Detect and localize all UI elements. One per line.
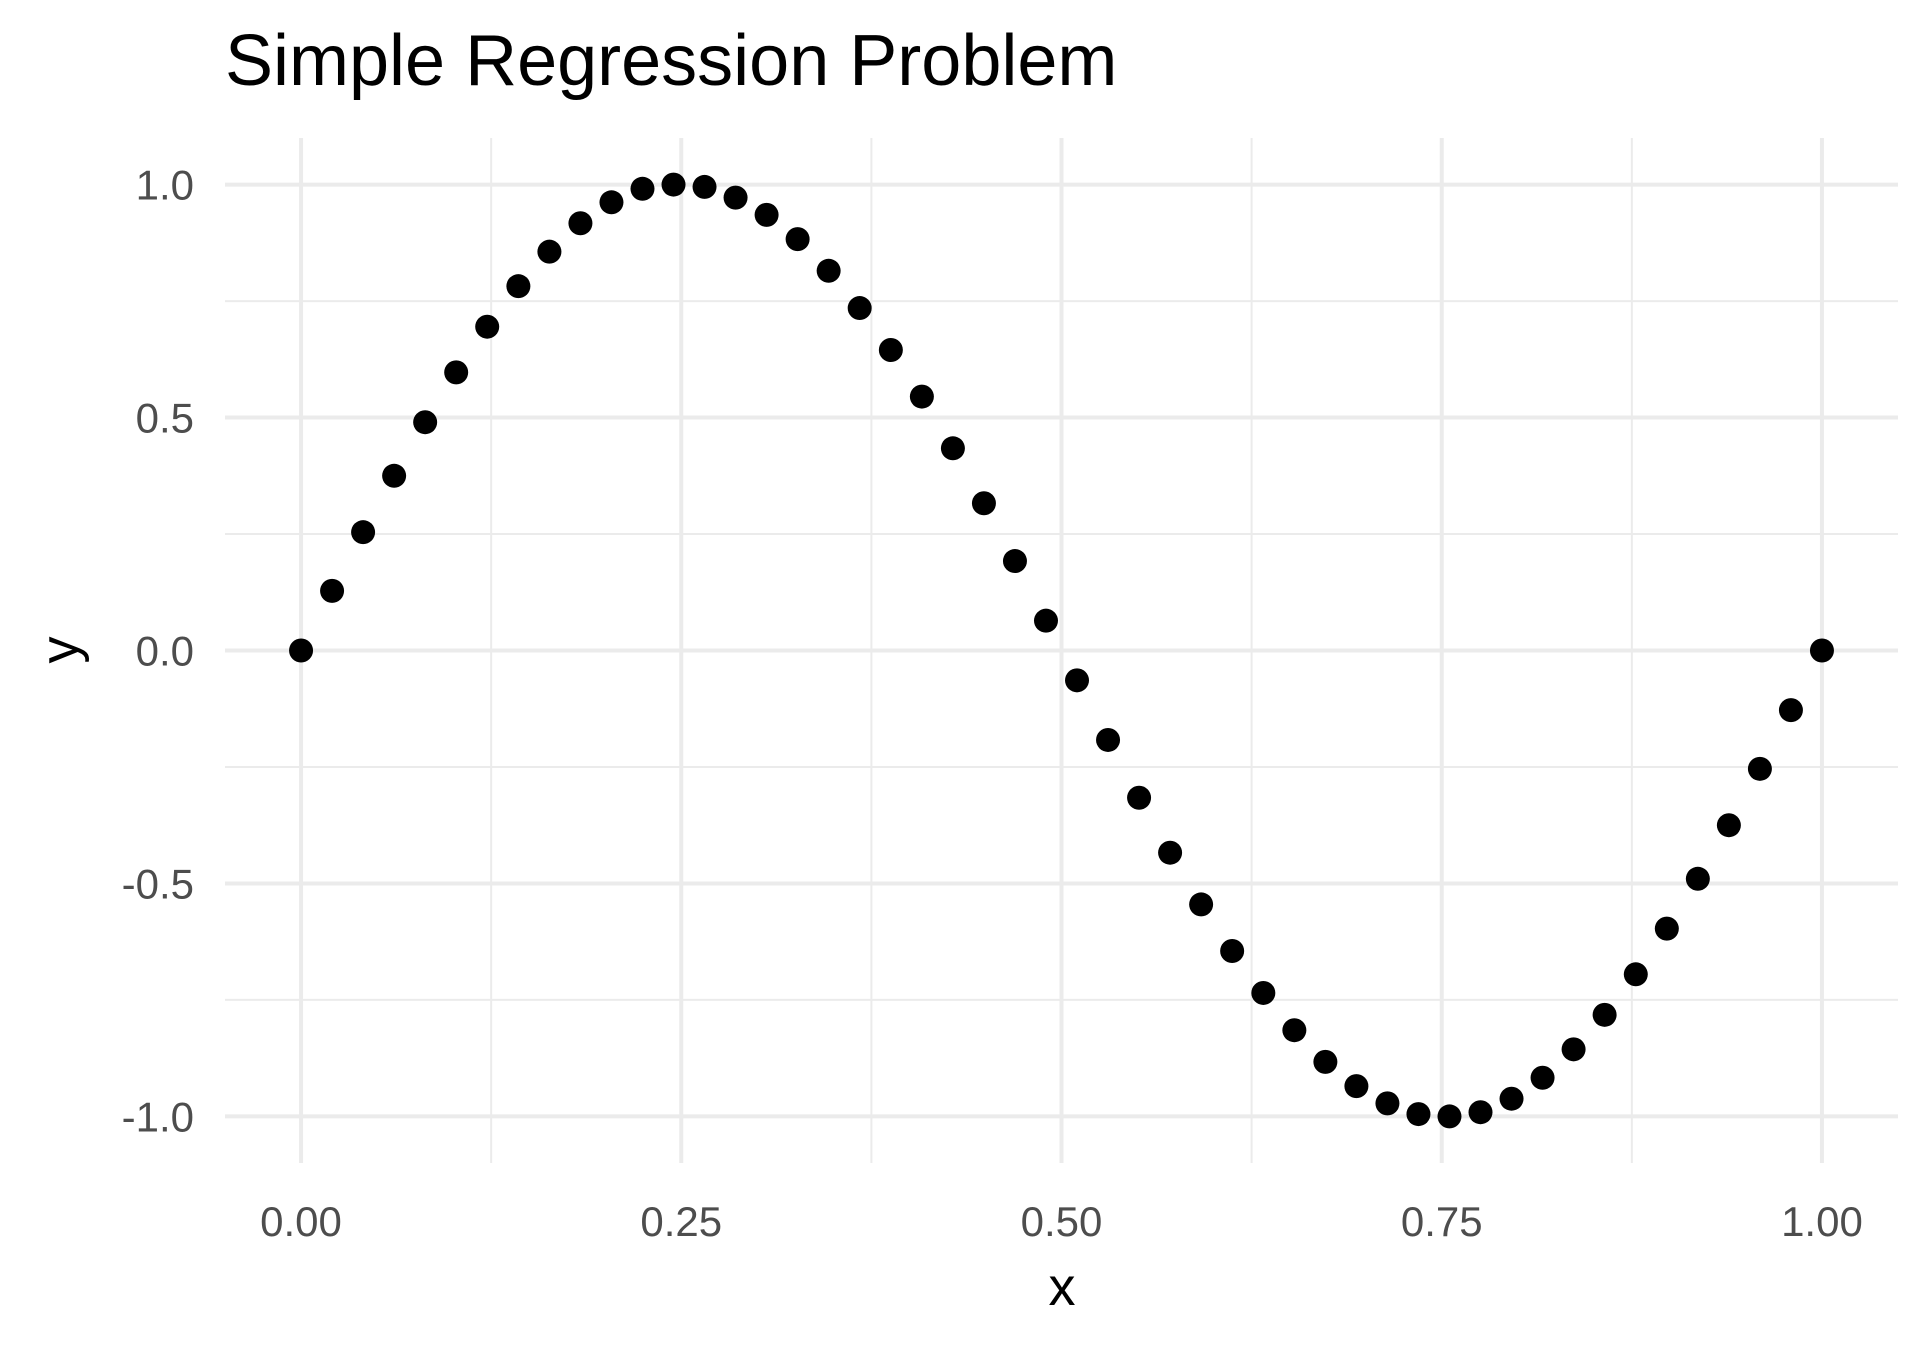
data-point [940,436,965,461]
y-tick-label: 0.5 [136,395,194,442]
data-point [816,258,841,283]
data-point [1592,1002,1617,1027]
data-point [1561,1037,1586,1062]
major-gridlines [225,138,1898,1163]
data-point [1344,1074,1369,1099]
data-point [599,190,624,215]
data-point [506,274,531,299]
data-point [1096,727,1121,752]
x-tick-label: 0.75 [1401,1198,1483,1245]
data-point [320,578,345,603]
data-point [1716,813,1741,838]
data-point [1127,785,1152,810]
data-point [1065,668,1090,693]
data-point [1158,840,1183,865]
data-point [909,384,934,409]
data-point [1747,756,1772,781]
x-tick-label: 0.00 [260,1198,342,1245]
x-axis-tick-labels: 0.00 0.25 0.50 0.75 1.00 [260,1198,1863,1245]
data-point [661,172,686,197]
data-point [444,360,469,385]
data-point [1406,1102,1431,1127]
data-point [382,463,407,488]
data-point [1468,1100,1493,1125]
data-point [1809,638,1834,663]
y-axis-label: y [30,637,90,664]
data-point [568,211,593,236]
data-point [754,202,779,227]
data-point [1685,866,1710,891]
data-point [1499,1086,1524,1111]
y-axis-tick-labels: -1.0 -0.5 0.0 0.5 1.0 [122,162,194,1141]
data-point [971,491,996,516]
data-point [1251,980,1276,1005]
data-point [878,337,903,362]
data-point [1313,1049,1338,1074]
data-point [413,410,438,435]
data-point [289,638,314,663]
data-point [1033,608,1058,633]
data-point [1282,1018,1307,1043]
data-point [1002,549,1027,574]
y-tick-label: 1.0 [136,162,194,209]
data-point [630,176,655,201]
data-point [1654,916,1679,941]
data-point [1220,939,1245,964]
data-point [1530,1065,1555,1090]
y-tick-label: -0.5 [122,860,194,907]
data-point [1623,962,1648,987]
data-point [1437,1104,1462,1129]
y-tick-label: -1.0 [122,1093,194,1140]
x-tick-label: 0.50 [1021,1198,1103,1245]
data-point [692,174,717,199]
data-point [1189,892,1214,917]
data-point [351,520,376,545]
data-point [537,239,562,264]
data-point [847,296,872,321]
x-axis-label: x [1049,1257,1076,1317]
data-point [723,185,748,210]
x-tick-label: 1.00 [1781,1198,1863,1245]
y-tick-label: 0.0 [136,628,194,675]
data-point [475,314,500,339]
x-tick-label: 0.25 [640,1198,722,1245]
data-point [1375,1091,1400,1116]
data-points [289,172,1834,1129]
chart-title: Simple Regression Problem [225,21,1118,101]
data-point [785,227,810,252]
data-point [1778,698,1803,723]
